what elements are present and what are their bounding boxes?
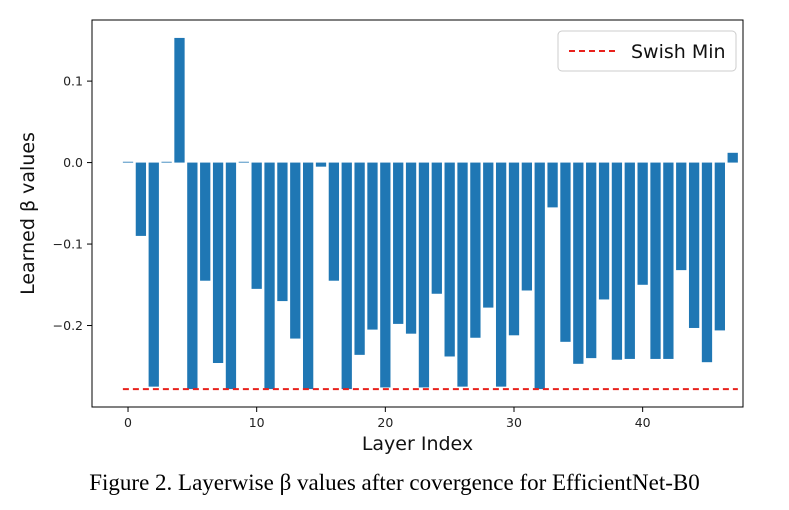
plot-frame bbox=[91, 19, 744, 408]
y-tick-label: 0.0 bbox=[63, 155, 83, 170]
bar bbox=[547, 162, 558, 208]
bar bbox=[637, 162, 648, 285]
bar bbox=[701, 162, 713, 363]
y-axis-label: Learned β values bbox=[17, 132, 39, 295]
bar bbox=[508, 162, 520, 336]
legend: Swish Min bbox=[557, 30, 737, 72]
bar bbox=[650, 162, 661, 359]
figure-caption: Figure 2. Layerwise β values after cover… bbox=[89, 470, 700, 495]
bar bbox=[483, 162, 494, 308]
x-tick-label: 30 bbox=[506, 415, 522, 430]
bar bbox=[251, 162, 262, 289]
y-tick-label: −0.1 bbox=[53, 237, 83, 252]
bar bbox=[354, 162, 365, 355]
bar bbox=[148, 162, 159, 387]
y-tick-label: −0.2 bbox=[53, 318, 83, 333]
x-axis-label: Layer Index bbox=[362, 433, 473, 455]
bar bbox=[457, 162, 468, 387]
y-axis-ticks: −0.2 −0.1 0.0 0.1 bbox=[53, 74, 92, 333]
bar bbox=[418, 162, 430, 388]
x-tick-label: 40 bbox=[635, 415, 651, 430]
bar bbox=[225, 162, 237, 390]
bar bbox=[200, 162, 211, 281]
bar bbox=[534, 162, 545, 390]
bar bbox=[135, 162, 147, 236]
bar bbox=[393, 162, 404, 324]
bar bbox=[444, 162, 455, 357]
bar bbox=[521, 162, 533, 291]
bar bbox=[367, 162, 378, 330]
bar bbox=[727, 152, 738, 163]
bar bbox=[341, 162, 352, 390]
bar bbox=[380, 162, 391, 388]
bar bbox=[187, 162, 198, 390]
bar bbox=[328, 162, 340, 281]
bar bbox=[573, 162, 584, 364]
bar bbox=[405, 162, 417, 334]
bar bbox=[161, 161, 172, 163]
bar-chart: 0 10 20 30 40 −0.2 −0.1 0.0 0.1 Layer Index Lea… bbox=[17, 19, 744, 455]
bar bbox=[688, 162, 700, 328]
bar bbox=[277, 162, 288, 302]
bar bbox=[624, 162, 635, 359]
bar bbox=[431, 162, 442, 294]
x-tick-label: 0 bbox=[124, 415, 132, 430]
bars-layer bbox=[122, 37, 738, 390]
bar bbox=[586, 162, 597, 359]
bar bbox=[663, 162, 674, 359]
bar bbox=[212, 162, 224, 364]
bar bbox=[302, 162, 314, 390]
bar bbox=[238, 161, 249, 163]
bar bbox=[315, 162, 327, 167]
bar bbox=[611, 162, 623, 360]
legend-label-swish-min: Swish Min bbox=[631, 41, 726, 63]
bar bbox=[676, 162, 687, 271]
x-axis-ticks: 0 10 20 30 40 bbox=[124, 407, 651, 430]
bar bbox=[122, 161, 134, 163]
x-tick-label: 20 bbox=[377, 415, 393, 430]
legend-box bbox=[557, 30, 737, 72]
bar bbox=[470, 162, 481, 338]
bar bbox=[264, 162, 275, 390]
bar bbox=[174, 37, 185, 163]
bar bbox=[560, 162, 571, 342]
bar bbox=[495, 162, 507, 387]
bar bbox=[714, 162, 725, 331]
bar bbox=[290, 162, 301, 339]
x-tick-label: 10 bbox=[249, 415, 265, 430]
bar bbox=[598, 162, 610, 300]
y-tick-label: 0.1 bbox=[63, 74, 83, 89]
